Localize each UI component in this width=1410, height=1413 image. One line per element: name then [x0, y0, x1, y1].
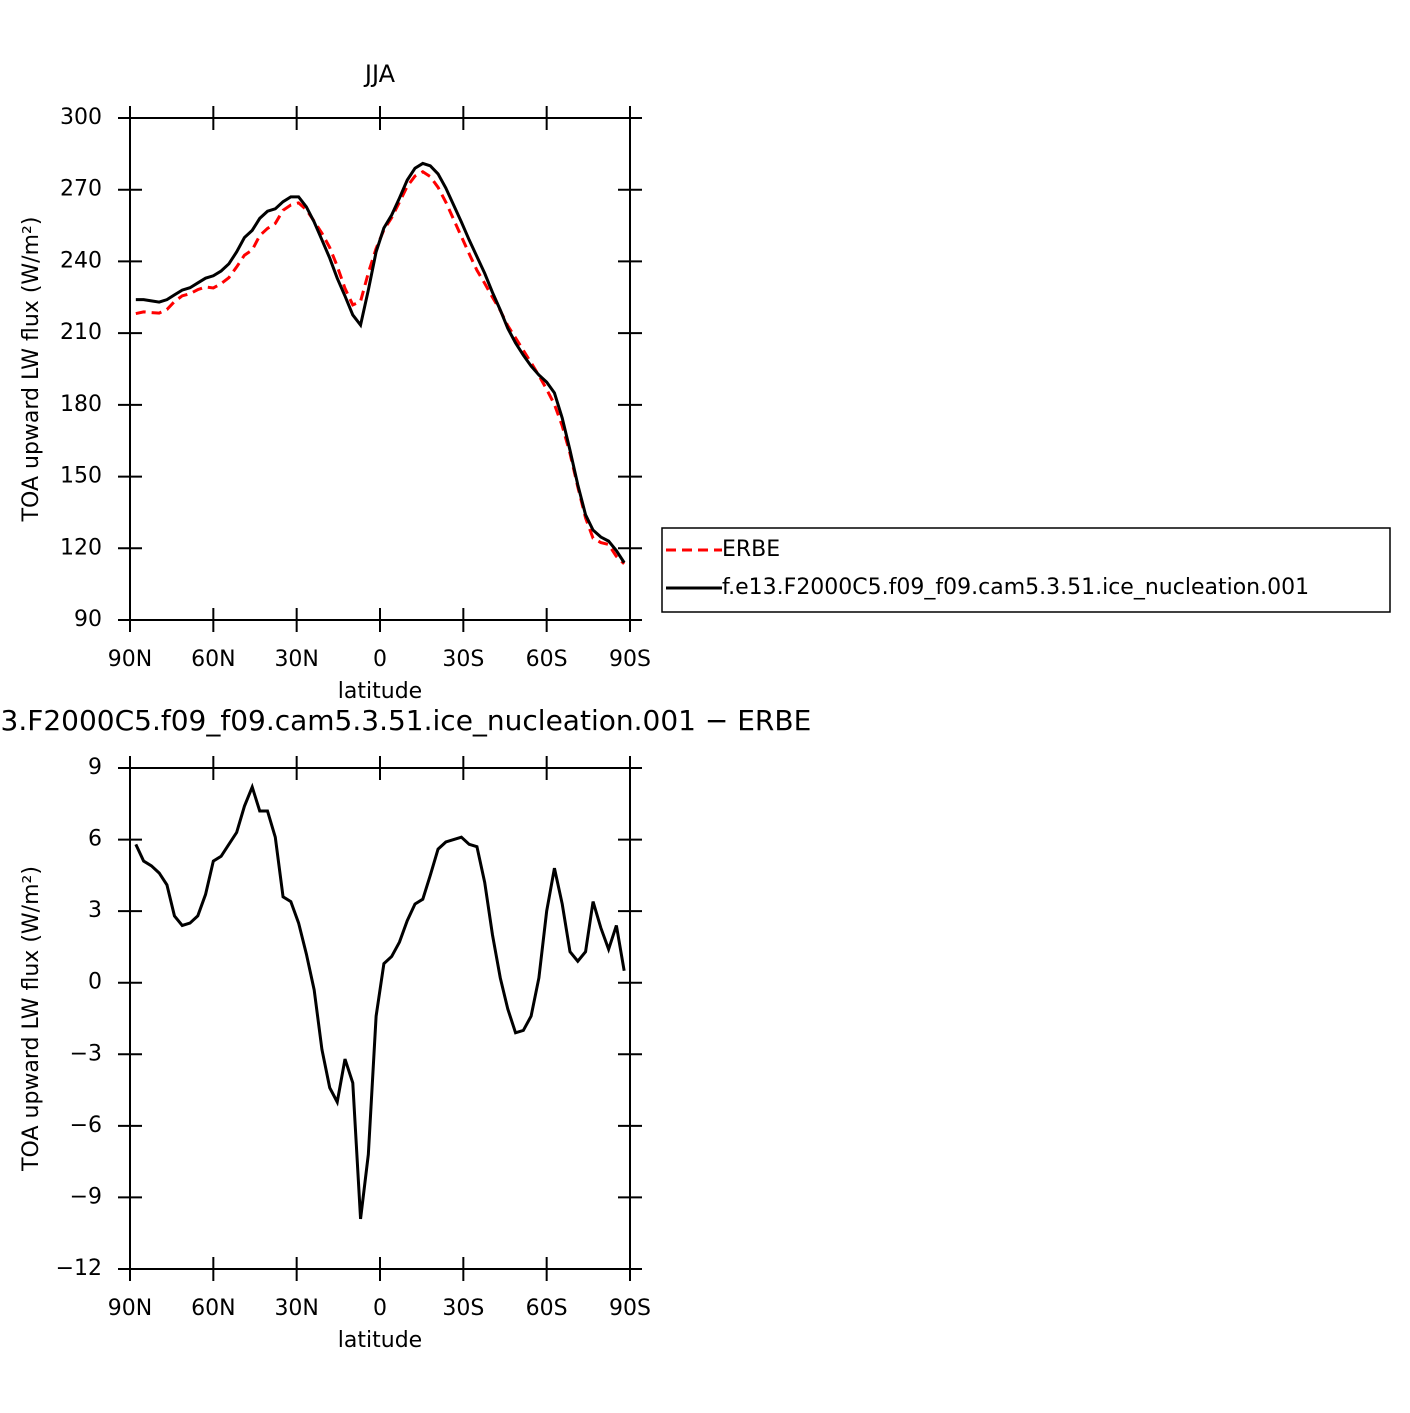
y-tick-label: 3	[88, 898, 102, 923]
y-tick-label: 210	[60, 320, 102, 345]
y-tick-label: −3	[70, 1041, 102, 1066]
series-line	[135, 161, 626, 564]
x-axis-label: latitude	[338, 1328, 422, 1353]
x-tick-label: 90N	[108, 647, 152, 672]
x-tick-label: 60N	[191, 1296, 235, 1321]
plot-frame	[129, 117, 631, 621]
chart-title: f.e13.F2000C5.f09_f09.cam5.3.51.ice_nucl…	[0, 704, 811, 737]
y-tick-label: 6	[88, 827, 102, 852]
legend-label: ERBE	[722, 537, 780, 562]
x-tick-label: 30N	[274, 1296, 318, 1321]
x-tick-label: 90S	[609, 1296, 651, 1321]
x-axis-label: latitude	[338, 679, 422, 704]
plot-frame	[129, 767, 631, 1270]
y-tick-label: 120	[60, 535, 102, 560]
x-tick-label: 60N	[191, 647, 235, 672]
series-line	[135, 170, 626, 565]
y-tick-label: −12	[56, 1256, 102, 1281]
x-tick-label: 0	[373, 647, 387, 672]
x-tick-label: 60S	[526, 647, 568, 672]
x-tick-label: 90S	[609, 647, 651, 672]
x-tick-label: 30S	[442, 647, 484, 672]
y-tick-label: 240	[60, 248, 102, 273]
y-tick-label: 0	[88, 970, 102, 995]
y-tick-label: 180	[60, 392, 102, 417]
y-tick-label: 9	[88, 755, 102, 780]
legend-label: f.e13.F2000C5.f09_f09.cam5.3.51.ice_nucl…	[722, 575, 1309, 600]
y-tick-label: 270	[60, 177, 102, 202]
x-tick-label: 0	[373, 1296, 387, 1321]
chart-title: JJA	[363, 60, 396, 88]
y-tick-label: 150	[60, 464, 102, 489]
x-tick-label: 30N	[274, 647, 318, 672]
y-axis-label: TOA upward LW flux (W/m²)	[19, 217, 44, 523]
y-tick-label: 300	[60, 105, 102, 130]
legend-box	[661, 527, 1391, 613]
x-tick-label: 60S	[526, 1296, 568, 1321]
x-tick-label: 90N	[108, 1296, 152, 1321]
y-tick-label: 90	[74, 607, 102, 632]
y-tick-label: −6	[70, 1113, 102, 1138]
x-tick-label: 30S	[442, 1296, 484, 1321]
y-tick-label: −9	[70, 1184, 102, 1209]
series-line	[134, 782, 626, 1220]
y-axis-label: TOA upward LW flux (W/m²)	[19, 866, 44, 1172]
